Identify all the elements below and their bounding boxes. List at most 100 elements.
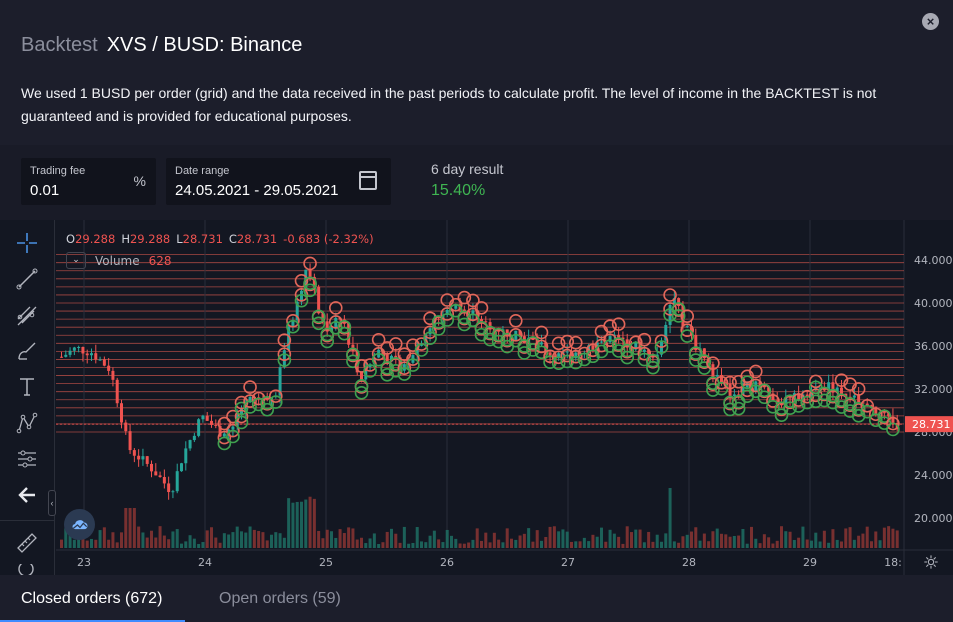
buy-order-marker — [337, 326, 352, 341]
volume-bar — [518, 535, 522, 548]
tab-open-orders[interactable]: Open orders (59) — [219, 590, 341, 607]
candle-body — [805, 394, 809, 397]
sell-order-marker — [268, 389, 283, 403]
back-tool[interactable] — [14, 482, 40, 508]
chart-settings-icon[interactable] — [923, 554, 939, 570]
buy-order-marker — [646, 353, 660, 368]
volume-bar — [698, 540, 702, 548]
arrow-left-icon — [18, 487, 35, 503]
candle-body — [282, 350, 286, 368]
volume-bar — [355, 539, 359, 548]
trend-line-tool[interactable] — [14, 266, 40, 292]
sell-order-marker — [328, 301, 343, 315]
sell-order-marker — [388, 337, 403, 351]
volume-bars — [60, 488, 899, 548]
buy-order-marker — [354, 379, 369, 393]
toolbar-collapse-button[interactable]: ‹ — [48, 490, 56, 516]
buy-order-marker — [431, 322, 446, 336]
brush-tool[interactable] — [14, 338, 40, 364]
candle-body — [428, 328, 432, 335]
candle-body — [891, 416, 895, 423]
buy-order-marker — [337, 319, 352, 334]
volume-bar — [407, 543, 411, 548]
candle-body — [518, 330, 522, 337]
volume-bar — [312, 498, 316, 548]
candle-body — [364, 366, 368, 380]
buy-order-marker — [568, 355, 583, 370]
candle-body — [180, 463, 183, 472]
candle-body — [300, 290, 303, 302]
zoom-tool[interactable] — [14, 564, 40, 576]
buy-order-marker — [783, 401, 797, 415]
price-chart[interactable]: 44.000 40.000 36.000 32.000 28.000 24.000 20.0… — [0, 220, 953, 576]
buy-order-marker — [217, 436, 232, 451]
candle-body — [445, 309, 449, 315]
buy-order-marker — [243, 400, 257, 414]
volume-bar — [90, 538, 93, 548]
candle-body — [154, 471, 158, 476]
price-axis-label: 40.000 — [914, 297, 953, 310]
ruler-tool[interactable] — [14, 530, 40, 556]
volume-bar — [792, 539, 796, 548]
time-axis-label: 18: — [884, 556, 902, 569]
candle-body — [840, 387, 843, 394]
calendar-icon[interactable] — [359, 171, 377, 190]
buy-order-marker — [517, 346, 532, 360]
candle-body — [617, 334, 621, 338]
volume-bar — [681, 536, 685, 548]
candle-body — [591, 345, 595, 350]
volume-bar — [878, 540, 882, 548]
legend-collapse-button[interactable]: ⌄ — [66, 252, 86, 269]
sell-order-marker — [886, 416, 900, 431]
buy-order-marker — [226, 429, 240, 444]
close-button[interactable]: × — [922, 13, 939, 30]
volume-bar — [488, 542, 492, 548]
candle-body — [634, 341, 638, 350]
volume-bar — [304, 499, 308, 548]
buy-order-marker — [431, 315, 446, 329]
chart-canvas[interactable]: 44.00040.00036.00032.00028.00024.00020.0… — [0, 220, 953, 575]
candle-body — [205, 415, 209, 421]
pitchfork-tool[interactable] — [14, 303, 40, 329]
candle-body — [102, 359, 106, 366]
volume-bar — [390, 528, 393, 548]
tab-closed-orders[interactable]: Closed orders (672) — [21, 590, 163, 607]
trading-fee-value[interactable]: 0.01 — [30, 182, 60, 199]
trading-fee-field[interactable]: Trading fee 0.01 % — [21, 158, 156, 205]
sell-order-marker — [303, 256, 317, 271]
price-axis-label: 44.000 — [914, 254, 953, 267]
dialog-title: Backtest XVS / BUSD: Binance — [21, 34, 302, 57]
sell-order-marker — [474, 301, 489, 315]
candle-body — [857, 395, 861, 403]
volume-bar — [398, 542, 402, 548]
sell-order-marker — [560, 348, 575, 363]
crosshair-tool[interactable] — [14, 230, 40, 256]
cloud-logo[interactable] — [64, 509, 95, 540]
volume-bar — [638, 529, 642, 548]
candle-body — [672, 298, 676, 305]
pattern-tool[interactable] — [14, 410, 40, 436]
buy-order-marker — [868, 413, 883, 427]
date-range-field[interactable]: Date range 24.05.2021 - 29.05.2021 — [166, 158, 391, 205]
volume-bar — [608, 529, 612, 548]
candle-body — [347, 323, 351, 345]
candle-body — [565, 351, 569, 353]
volume-bar — [600, 527, 603, 548]
volume-bar — [342, 533, 346, 548]
active-tab-indicator — [0, 620, 185, 622]
date-range-value[interactable]: 24.05.2021 - 29.05.2021 — [175, 182, 339, 199]
sell-order-marker — [534, 339, 549, 354]
buy-order-marker — [611, 337, 626, 351]
volume-bar — [531, 541, 535, 548]
volume-bar — [321, 538, 325, 548]
volume-bar — [535, 530, 539, 548]
measure-tool[interactable] — [14, 446, 40, 472]
volume-bar — [467, 542, 471, 548]
buy-order-marker — [483, 325, 497, 340]
volume-bar — [561, 529, 565, 548]
volume-bar — [300, 501, 303, 548]
volume-bar — [865, 526, 869, 548]
candle-body — [291, 320, 295, 327]
candle-body — [128, 431, 132, 451]
text-tool[interactable] — [14, 374, 40, 400]
